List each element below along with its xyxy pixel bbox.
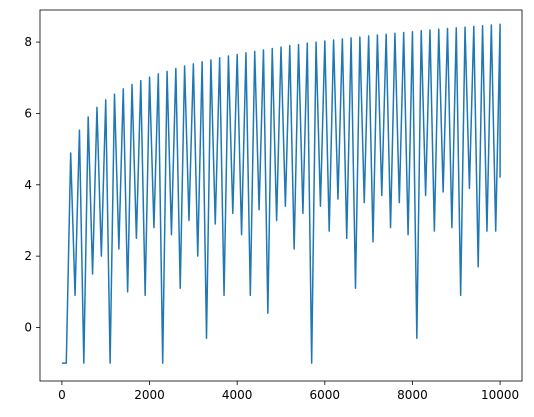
x-tick-label: 4000 <box>222 388 253 402</box>
x-tick-label: 6000 <box>310 388 341 402</box>
x-tick-label: 0 <box>58 388 66 402</box>
plot-frame <box>39 9 523 382</box>
y-tick-label: 2 <box>24 249 32 263</box>
y-tick-label: 4 <box>24 178 32 192</box>
line <box>61 23 501 364</box>
x-tick-label: 2000 <box>134 388 165 402</box>
x-tick-label: 10000 <box>481 388 519 402</box>
y-tick-label: 0 <box>24 320 32 334</box>
x-tick-label: 8000 <box>397 388 428 402</box>
y-tick-label: 6 <box>24 106 32 120</box>
y-tick-label: 8 <box>24 35 32 49</box>
